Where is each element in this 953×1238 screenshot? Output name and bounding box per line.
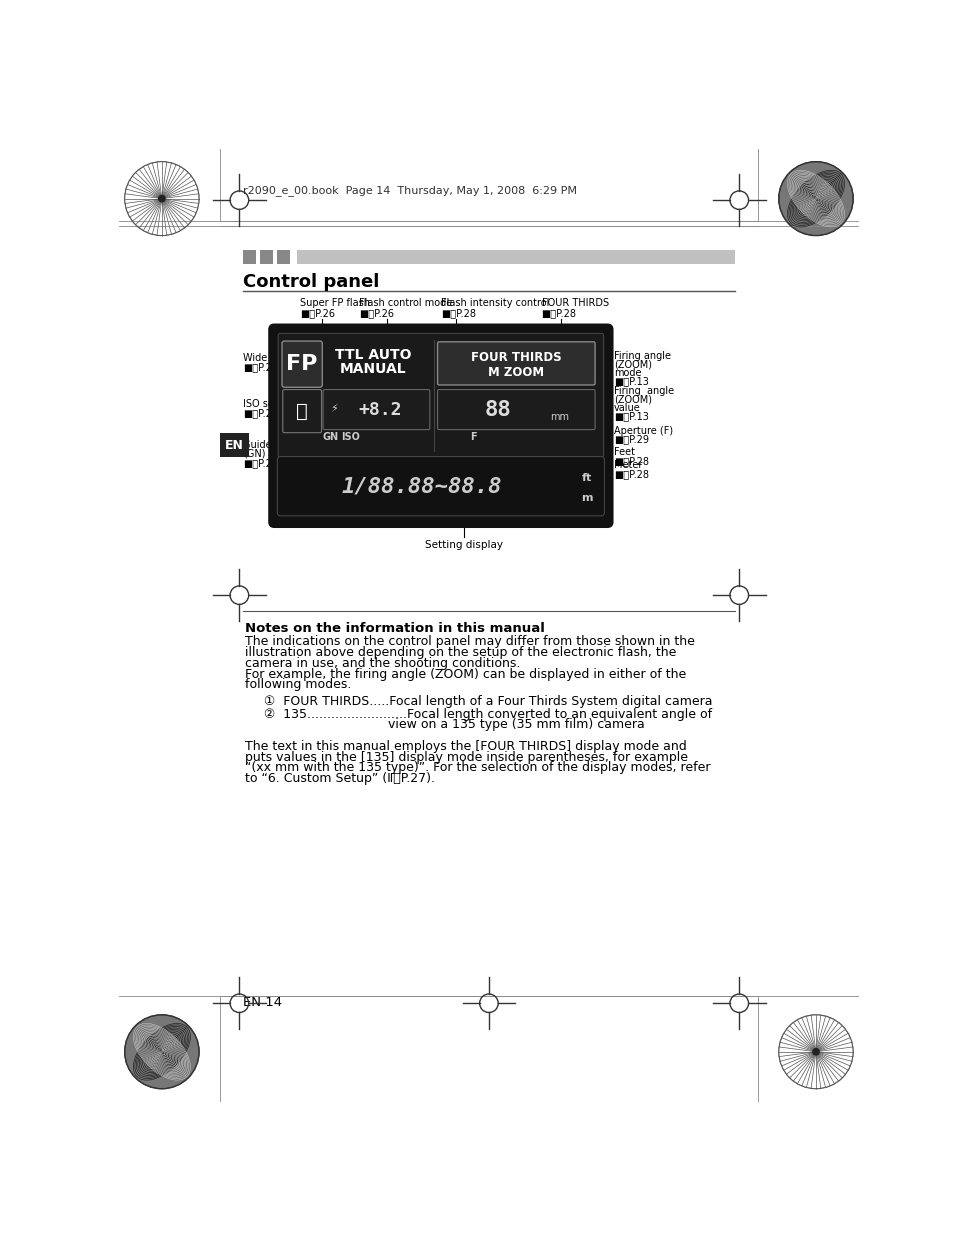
Text: For example, the firing angle (ZOOM) can be displayed in either of the: For example, the firing angle (ZOOM) can…	[245, 667, 685, 681]
FancyBboxPatch shape	[323, 390, 430, 430]
Text: following modes.: following modes.	[245, 678, 351, 691]
Text: ISO: ISO	[340, 432, 359, 442]
Circle shape	[778, 1015, 852, 1088]
Text: TTL AUTO: TTL AUTO	[335, 348, 411, 361]
Text: Firing  angle: Firing angle	[613, 386, 673, 396]
Text: F: F	[469, 432, 476, 442]
Text: FOUR THIRDS: FOUR THIRDS	[541, 298, 608, 308]
Text: ■⫡P.28: ■⫡P.28	[440, 308, 476, 318]
FancyBboxPatch shape	[277, 457, 604, 516]
Text: MANUAL: MANUAL	[339, 361, 406, 376]
Text: FOUR THIRDS: FOUR THIRDS	[471, 350, 561, 364]
Circle shape	[125, 1015, 199, 1088]
Text: ■⫡P.29: ■⫡P.29	[613, 435, 648, 444]
Text: “(xx mm with the 135 type)”. For the selection of the display modes, refer: “(xx mm with the 135 type)”. For the sel…	[245, 761, 710, 775]
Text: (GN): (GN)	[243, 449, 266, 459]
Bar	[220, 433, 249, 457]
Text: Notes on the information in this manual: Notes on the information in this manual	[245, 623, 544, 635]
Circle shape	[125, 162, 199, 235]
FancyBboxPatch shape	[282, 340, 322, 387]
Text: ■⫡P.26: ■⫡P.26	[299, 308, 335, 318]
Text: Guide number: Guide number	[243, 439, 313, 449]
Text: puts values in the [135] display mode inside parentheses, for example: puts values in the [135] display mode in…	[245, 750, 687, 764]
Text: ■⫡P.28: ■⫡P.28	[243, 458, 278, 468]
Text: EN: EN	[225, 438, 244, 452]
Text: EN 14: EN 14	[243, 995, 282, 1009]
Text: The indications on the control panel may differ from those shown in the: The indications on the control panel may…	[245, 635, 694, 649]
Circle shape	[778, 162, 852, 235]
Text: illustration above depending on the setup of the electronic flash, the: illustration above depending on the setu…	[245, 646, 676, 659]
Text: ①  FOUR THIRDS.....Focal length of a Four Thirds System digital camera: ① FOUR THIRDS.....Focal length of a Four…	[264, 696, 712, 708]
Text: Firing angle: Firing angle	[613, 352, 670, 361]
Text: Flash intensity control: Flash intensity control	[440, 298, 549, 308]
Text: GN: GN	[322, 432, 338, 442]
Text: +8.2: +8.2	[358, 401, 401, 418]
Text: ⚡: ⚡	[330, 405, 337, 415]
Text: (ZOOM): (ZOOM)	[613, 359, 651, 369]
Text: 88: 88	[484, 400, 511, 420]
Text: ■⫡P.13: ■⫡P.13	[613, 411, 648, 421]
Text: ■⫡P.13: ■⫡P.13	[613, 376, 648, 386]
Text: ISO sensitivity: ISO sensitivity	[243, 399, 313, 409]
Bar	[260, 250, 273, 264]
Text: M ZOOM: M ZOOM	[488, 366, 544, 379]
FancyBboxPatch shape	[278, 333, 603, 457]
Text: Aperture (F): Aperture (F)	[613, 426, 672, 436]
Bar	[277, 250, 290, 264]
Text: ■⫡P.26: ■⫡P.26	[359, 308, 395, 318]
Circle shape	[811, 1047, 819, 1056]
Text: FP: FP	[286, 354, 317, 374]
Text: r2090_e_00.book  Page 14  Thursday, May 1, 2008  6:29 PM: r2090_e_00.book Page 14 Thursday, May 1,…	[243, 186, 577, 197]
Text: Super FP flash: Super FP flash	[299, 298, 370, 308]
Text: Feet: Feet	[613, 447, 634, 457]
FancyBboxPatch shape	[437, 342, 595, 385]
Text: 1/88.88~88.8: 1/88.88~88.8	[341, 477, 501, 496]
Bar	[243, 250, 255, 264]
Text: to “6. Custom Setup” (Ⅱ⨡P.27).: to “6. Custom Setup” (Ⅱ⨡P.27).	[245, 773, 435, 785]
Text: Flash control mode: Flash control mode	[359, 298, 453, 308]
Text: Meter: Meter	[613, 461, 641, 470]
Text: ■⫡P.28: ■⫡P.28	[613, 456, 648, 465]
Bar	[297, 250, 735, 264]
Text: The text in this manual employs the [FOUR THIRDS] display mode and: The text in this manual employs the [FOU…	[245, 740, 686, 753]
Text: Setting display: Setting display	[425, 540, 502, 550]
Text: m: m	[581, 493, 593, 503]
Text: (ZOOM): (ZOOM)	[613, 394, 651, 404]
FancyBboxPatch shape	[270, 324, 612, 526]
Text: ■⫡P.28: ■⫡P.28	[541, 308, 576, 318]
Text: value: value	[613, 402, 639, 412]
Text: ■⫡P.28: ■⫡P.28	[243, 361, 278, 371]
Text: Wide indication: Wide indication	[243, 353, 318, 363]
Text: mode: mode	[613, 368, 640, 378]
FancyBboxPatch shape	[437, 390, 595, 430]
Text: ■⫡P.29: ■⫡P.29	[243, 409, 278, 418]
Text: camera in use, and the shooting conditions.: camera in use, and the shooting conditio…	[245, 657, 519, 670]
Text: ft: ft	[581, 473, 592, 483]
Circle shape	[158, 194, 166, 203]
FancyBboxPatch shape	[282, 390, 321, 433]
Text: 👤: 👤	[296, 401, 308, 421]
Text: view on a 135 type (35 mm film) camera: view on a 135 type (35 mm film) camera	[388, 718, 644, 732]
Text: ②  135.........................Focal length converted to an equivalent angle of: ② 135.........................Focal leng…	[264, 708, 712, 721]
Text: mm: mm	[550, 412, 569, 422]
Text: ■⫡P.28: ■⫡P.28	[613, 469, 648, 479]
Text: Control panel: Control panel	[243, 274, 379, 291]
